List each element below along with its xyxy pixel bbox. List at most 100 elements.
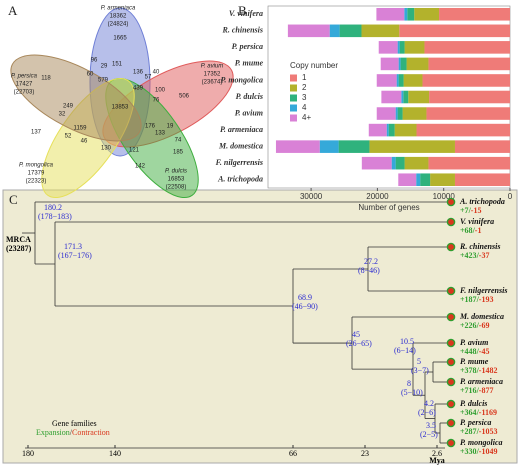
tip-name: P. dulcis xyxy=(460,399,487,408)
node-age: 27.2 xyxy=(364,257,378,266)
tip-name: P. mongolica xyxy=(460,438,503,447)
region-count: 32 xyxy=(59,112,66,118)
tip-name: M. domestica xyxy=(459,312,504,321)
tip-change-part: -37 xyxy=(479,251,490,260)
tip-change-part: / xyxy=(476,295,480,304)
set-name: P. avium xyxy=(201,64,224,70)
y-tick-label: R. chinensis xyxy=(222,26,263,35)
bar-segment xyxy=(394,123,417,137)
region-count: 74 xyxy=(175,138,182,144)
tip-icon xyxy=(446,197,456,207)
region-count: 142 xyxy=(135,164,146,170)
bar-segment xyxy=(329,24,340,38)
bar-segment xyxy=(381,90,402,104)
node-age: 45 xyxy=(352,330,360,339)
y-tick-label: P. avium xyxy=(235,108,263,117)
node-range: (26−65) xyxy=(346,339,372,348)
tip-change-part: -1482 xyxy=(479,366,498,375)
y-tick-label: P. armeniaca xyxy=(220,125,263,134)
set-total: (22508) xyxy=(166,185,187,191)
region-count: 439 xyxy=(133,86,144,92)
bar-segment xyxy=(397,41,400,54)
region-count: 57 xyxy=(145,75,152,81)
bar-segment xyxy=(428,57,510,71)
tip-name: A. trichopoda xyxy=(459,197,505,206)
set-name: P. mongolica xyxy=(19,163,54,169)
bar-segment xyxy=(404,7,408,21)
bar-segment xyxy=(399,24,510,38)
set-total: (22703) xyxy=(14,90,35,96)
node-age: 10.5 xyxy=(400,337,414,346)
set-total: (23674) xyxy=(202,80,223,86)
tip-icon xyxy=(446,377,456,387)
tip-change: +287/-1053 xyxy=(460,427,497,436)
time-tick-label: 66 xyxy=(289,449,297,458)
tip-change-part: +448 xyxy=(460,347,477,356)
tip-change-part: / xyxy=(472,226,476,235)
bar-segment xyxy=(287,24,330,38)
tip-icon xyxy=(446,217,456,227)
bar-segment xyxy=(398,74,404,87)
region-count: 1665 xyxy=(113,36,127,42)
bar-segment xyxy=(376,7,405,21)
tip-change-part: +226 xyxy=(460,321,477,330)
bar-segment xyxy=(454,173,510,187)
root-count: (23287) xyxy=(6,244,32,253)
y-tick-label: A. trichopoda xyxy=(217,175,263,184)
bar-segment xyxy=(361,156,392,170)
bar-segment xyxy=(429,90,510,104)
tip-name: P. mume xyxy=(460,357,489,366)
bar-segment xyxy=(338,140,370,153)
x-tick-label: 30000 xyxy=(300,192,323,201)
tip-icon xyxy=(446,357,456,367)
node-age: 8 xyxy=(407,379,411,388)
venn-set xyxy=(10,54,142,142)
bar-segment xyxy=(416,123,510,137)
tip-icon xyxy=(446,338,456,348)
node-age: 180.2 xyxy=(44,203,62,212)
legend-label: 1 xyxy=(302,73,307,82)
tip-change-part: / xyxy=(476,321,480,330)
panel-label: B xyxy=(238,3,247,18)
tip-change-part: / xyxy=(476,366,480,375)
tip-change: +7/-15 xyxy=(460,206,481,215)
region-count: 185 xyxy=(173,150,184,156)
tree-background xyxy=(2,189,518,464)
tip-change-part: +330 xyxy=(460,447,477,456)
set-total: (24824) xyxy=(108,22,129,28)
node-range: (3−7) xyxy=(411,366,429,375)
bar-segment xyxy=(428,156,510,170)
region-count: 506 xyxy=(179,94,190,100)
bar-segment xyxy=(380,57,399,71)
tip-change-part: +287 xyxy=(460,427,477,436)
tip-change-part: / xyxy=(468,206,472,215)
tip-icon xyxy=(446,286,456,296)
tip-change-part: -45 xyxy=(479,347,490,356)
legend-entry: / xyxy=(70,428,73,437)
tip-change: +448/-45 xyxy=(460,347,489,356)
bar-segment xyxy=(399,41,405,54)
tip-change-part: / xyxy=(476,447,480,456)
set-total: (22323) xyxy=(26,179,47,185)
bar-segment xyxy=(404,41,425,54)
tip-change-part: -15 xyxy=(471,206,482,215)
bar-segment xyxy=(339,24,362,38)
y-tick-label: P. dulcis xyxy=(236,92,263,101)
region-count: 19 xyxy=(167,124,174,130)
tip-change-part: -1169 xyxy=(479,408,497,417)
tip-change-part: / xyxy=(476,251,480,260)
bar-segment xyxy=(404,156,429,170)
y-tick-label: P. mume xyxy=(235,59,264,68)
bar-segment xyxy=(403,74,423,87)
bar-segment xyxy=(406,57,429,71)
region-count: 60 xyxy=(87,72,94,78)
node-age: 5 xyxy=(417,357,421,366)
bar-panel: 30000 20000 10000 0 Number of genes V. vinife… xyxy=(215,5,513,212)
node-range: (2−6) xyxy=(418,408,436,417)
region-count: 121 xyxy=(129,148,140,154)
legend-swatch xyxy=(290,84,297,92)
region-count: 137 xyxy=(31,130,42,136)
bar-segment xyxy=(439,7,510,21)
bar-segment xyxy=(454,140,510,153)
venn-panel: P. armeniaca 18362 (24824) P. avium 17352 (23… xyxy=(10,6,234,199)
